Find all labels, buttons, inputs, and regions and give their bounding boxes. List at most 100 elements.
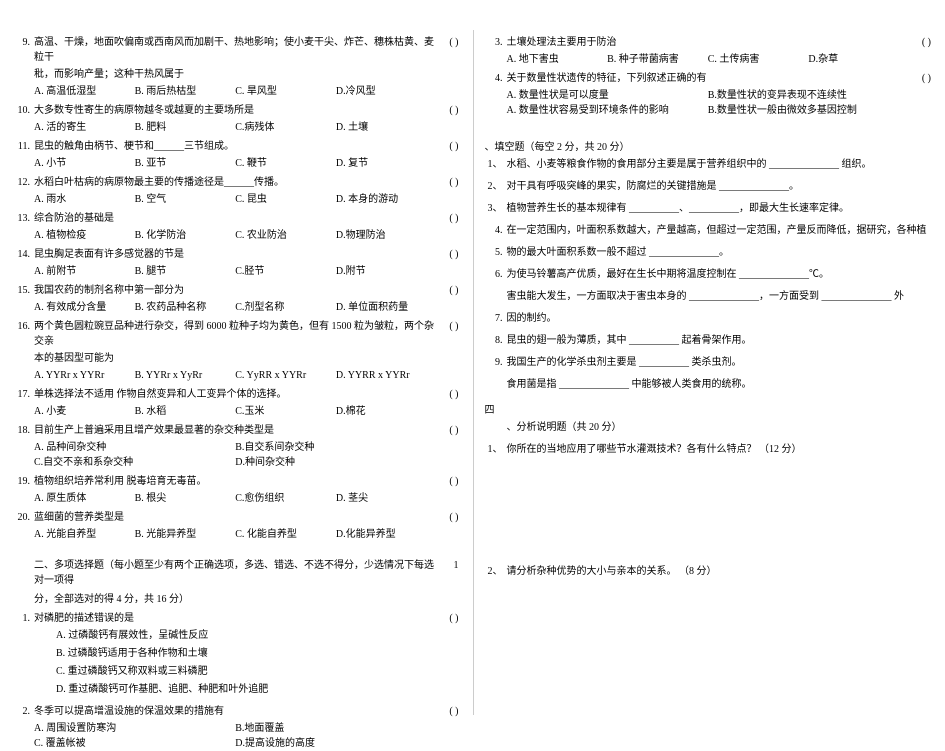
fill-text: 为使马铃薯高产优质，最好在生长中期将温度控制在 ______________℃。 bbox=[507, 267, 934, 283]
question-block: 19. 植物组织培养常利用 脱毒培育无毒苗。 A. 原生质体B. 根尖C.愈伤组… bbox=[12, 474, 461, 506]
question-block: 17. 单株选择法不适用 作物自然变异和人工变异个体的选择。 A. 小麦B. 水… bbox=[12, 387, 461, 419]
question-stem: 目前生产上普遍采用且增产效果最显著的杂交种类型是 bbox=[34, 423, 437, 438]
option: B. 亚节 bbox=[135, 156, 236, 171]
answer-bracket: ( ) bbox=[449, 474, 458, 489]
answer-bracket: ( ) bbox=[449, 211, 458, 226]
question-number: 15. bbox=[12, 283, 34, 298]
fill-text: 因的制约。 bbox=[507, 311, 934, 327]
question-block: 3. 土壤处理法主要用于防治 A. 地下害虫B. 种子带菌病害C. 土传病害D.… bbox=[485, 35, 934, 67]
fill-question: 2、 对干具有呼吸突峰的果实，防腐烂的关键措施是 ______________。 bbox=[485, 179, 934, 195]
stem-cont: 本的基因型可能为 bbox=[34, 351, 437, 366]
question-block: 14. 昆虫胸足表面有许多感觉器的节是 A. 前附节B. 腿节C.胫节D.附节 … bbox=[12, 247, 461, 279]
option: C.胫节 bbox=[235, 264, 336, 279]
fill-text: 植物营养生长的基本规律有 __________、__________，即最大生长… bbox=[507, 201, 934, 217]
question-number: 12. bbox=[12, 175, 34, 190]
question-stem: 昆虫的触角由柄节、梗节和______三节组成。 bbox=[34, 139, 437, 154]
answer-bracket: ( ) bbox=[449, 319, 458, 334]
question-number: 20. bbox=[12, 510, 34, 525]
answer-bracket: ( ) bbox=[449, 103, 458, 118]
multi-section-header: 二、多项选择题（每小题至少有两个正确选项，多选、错选、不选不得分，少选情况下每选… bbox=[12, 558, 461, 588]
fill-question: 6. 为使马铃薯高产优质，最好在生长中期将温度控制在 _____________… bbox=[485, 267, 934, 283]
option: A. 原生质体 bbox=[34, 491, 135, 506]
option: C.玉米 bbox=[235, 404, 336, 419]
answer-bracket: ( ) bbox=[922, 35, 931, 50]
fill-number: 9. bbox=[485, 355, 507, 371]
fill-question: 4. 在一定范围内，叶面积系数越大，产量越高，但超过一定范围，产量反而降低，据研… bbox=[485, 223, 934, 239]
multi-question-block: 1. 对磷肥的描述错误的是 A. 过磷酸钙有展效性，呈碱性反应B. 过磷酸钙适用… bbox=[12, 611, 461, 700]
fill-number bbox=[485, 377, 507, 393]
question-number: 9. bbox=[12, 35, 34, 50]
multi-title: 二、多项选择题（每小题至少有两个正确选项，多选、错选、不选不得分，少选情况下每选… bbox=[34, 560, 434, 586]
option: A. 高温低湿型 bbox=[34, 84, 135, 99]
option: D. 茎尖 bbox=[336, 491, 437, 506]
answer-bracket: ( ) bbox=[449, 611, 458, 626]
answer-bracket: ( ) bbox=[449, 387, 458, 402]
question-block: 18. 目前生产上普遍采用且增产效果最显著的杂交种类型是 A. 品种间杂交种B.… bbox=[12, 423, 461, 470]
option: B.数量性状一般由微效多基因控制 bbox=[708, 103, 909, 118]
question-number: 4. bbox=[485, 71, 507, 86]
option: D. 重过磷酸钙可作基肥、追肥、种肥和叶外追肥 bbox=[34, 682, 437, 697]
option: B. 肥料 bbox=[135, 120, 236, 135]
option: A. 有效成分含量 bbox=[34, 300, 135, 315]
fill-number: 6. bbox=[485, 267, 507, 283]
question-block: 4. 关于数量性状遗传的特征，下列叙述正确的有 A. 数量性状是可以度量B.数量… bbox=[485, 71, 934, 118]
question-number: 17. bbox=[12, 387, 34, 402]
option: A. 数量性状是可以度量 bbox=[507, 88, 708, 103]
fill-number: 7. bbox=[485, 311, 507, 327]
question-number: 10. bbox=[12, 103, 34, 118]
option: D.种间杂交种 bbox=[235, 455, 436, 470]
option: B. 水稻 bbox=[135, 404, 236, 419]
option: A. 活的寄生 bbox=[34, 120, 135, 135]
answer-bracket: ( ) bbox=[922, 71, 931, 86]
option: A. 植物检疫 bbox=[34, 228, 135, 243]
option: C. 农业防治 bbox=[235, 228, 336, 243]
fill-section-title: 、填空题（每空 2 分，共 20 分） bbox=[485, 138, 934, 153]
option: B. YYRr x YyRr bbox=[135, 368, 236, 383]
option: B. 光能异养型 bbox=[135, 527, 236, 542]
question-stem: 大多数专性寄生的病原物越冬或越夏的主要场所是 bbox=[34, 103, 437, 118]
answer-bracket: ( ) bbox=[449, 510, 458, 525]
fill-text: 对干具有呼吸突峰的果实，防腐烂的关键措施是 ______________。 bbox=[507, 179, 934, 195]
option: D.附节 bbox=[336, 264, 437, 279]
fill-title: 、填空题（每空 2 分，共 20 分） bbox=[485, 138, 630, 153]
question-stem: 两个黄色圆粒豌豆品种进行杂交，得到 6000 粒种子均为黄色，但有 1500 粒… bbox=[34, 319, 437, 349]
option: A. 品种间杂交种 bbox=[34, 440, 235, 455]
fill-number: 4. bbox=[485, 223, 507, 239]
multi-title2: 分，全部选对的得 4 分，共 16 分） bbox=[34, 594, 189, 605]
option: A. 光能自养型 bbox=[34, 527, 135, 542]
option: C.剂型名称 bbox=[235, 300, 336, 315]
option: B.自交系间杂交种 bbox=[235, 440, 436, 455]
option: B. 过磷酸钙适用于各种作物和土壤 bbox=[34, 646, 437, 661]
option: D.冷风型 bbox=[336, 84, 437, 99]
option: D. YYRR x YYRr bbox=[336, 368, 437, 383]
fill-question: 3、 植物营养生长的基本规律有 __________、__________，即最… bbox=[485, 201, 934, 217]
fill-text: 在一定范围内，叶面积系数越大，产量越高，但超过一定范围，产量反而降低，据研究，各… bbox=[507, 223, 934, 239]
fill-question: 7. 因的制约。 bbox=[485, 311, 934, 327]
analysis-q1: 1、 你所在的当地应用了哪些节水灌溉技术？各有什么特点？ （12 分） bbox=[485, 442, 934, 458]
question-stem: 综合防治的基础是 bbox=[34, 211, 437, 226]
question-number: 19. bbox=[12, 474, 34, 489]
question-stem: 对磷肥的描述错误的是 bbox=[34, 611, 437, 626]
option: A. 过磷酸钙有展效性，呈碱性反应 bbox=[34, 628, 437, 643]
right-column: 3. 土壤处理法主要用于防治 A. 地下害虫B. 种子带菌病害C. 土传病害D.… bbox=[473, 0, 945, 735]
fill-text: 食用菌是指 ______________ 中能够被人类食用的统称。 bbox=[507, 377, 934, 393]
question-number: 2. bbox=[12, 704, 34, 719]
option: B. 空气 bbox=[135, 192, 236, 207]
section-marker: 1 bbox=[454, 558, 459, 573]
question-block: 12. 水稻白叶枯病的病原物最主要的传播途径是______传播。 A. 雨水B.… bbox=[12, 175, 461, 207]
option: C. 鞭节 bbox=[235, 156, 336, 171]
option: A. 小节 bbox=[34, 156, 135, 171]
question-block: 16. 两个黄色圆粒豌豆品种进行杂交，得到 6000 粒种子均为黄色，但有 15… bbox=[12, 319, 461, 383]
option: C. 化能自养型 bbox=[235, 527, 336, 542]
question-stem: 我国农药的制剂名称中第一部分为 bbox=[34, 283, 437, 298]
option: B.地面覆盖 bbox=[235, 721, 436, 736]
option: D.提高设施的高度 bbox=[235, 736, 436, 751]
multi-section-header2: 分，全部选对的得 4 分，共 16 分） bbox=[12, 592, 461, 607]
option: A. 地下害虫 bbox=[507, 52, 608, 67]
fill-question: 8. 昆虫的翅一般为薄质，其中 __________ 起着骨架作用。 bbox=[485, 333, 934, 349]
question-stem: 水稻白叶枯病的病原物最主要的传播途径是______传播。 bbox=[34, 175, 437, 190]
option: C. 重过磷酸钙又称双料或三料磷肥 bbox=[34, 664, 437, 679]
option: B. 根尖 bbox=[135, 491, 236, 506]
option: D.物理防治 bbox=[336, 228, 437, 243]
analysis-text: 你所在的当地应用了哪些节水灌溉技术？各有什么特点？ （12 分） bbox=[507, 442, 934, 458]
